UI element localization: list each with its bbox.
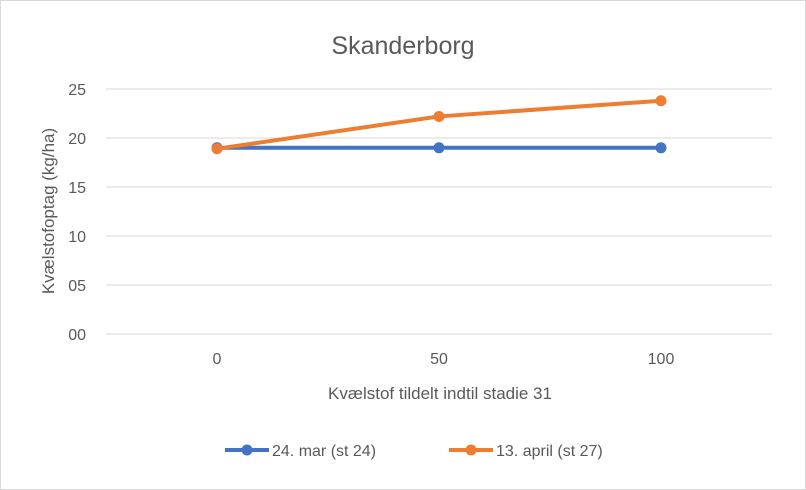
- x-tick-label: 0: [213, 351, 222, 368]
- legend-swatch-marker: [241, 444, 253, 456]
- y-tick-label: 05: [68, 278, 86, 295]
- legend-label: 13. april (st 27): [496, 443, 603, 460]
- y-tick-label: 10: [68, 229, 86, 246]
- data-point: [433, 142, 445, 154]
- data-point: [655, 95, 667, 107]
- x-tick-label: 50: [430, 351, 448, 368]
- y-axis-label: Kvælstofoptag (kg/ha): [39, 128, 58, 294]
- legend-label: 24. mar (st 24): [272, 443, 376, 460]
- y-tick-label: 20: [68, 131, 86, 148]
- y-tick-label: 15: [68, 180, 86, 197]
- chart-title: Skanderborg: [331, 32, 474, 60]
- data-point: [655, 142, 667, 154]
- y-tick-label: 25: [68, 82, 86, 99]
- y-tick-label: 00: [68, 327, 86, 344]
- data-point: [433, 110, 445, 122]
- data-point: [211, 143, 223, 155]
- x-axis-label: Kvælstof tildelt indtil stadie 31: [328, 384, 552, 403]
- x-tick-label: 100: [648, 351, 675, 368]
- legend-swatch-marker: [465, 444, 477, 456]
